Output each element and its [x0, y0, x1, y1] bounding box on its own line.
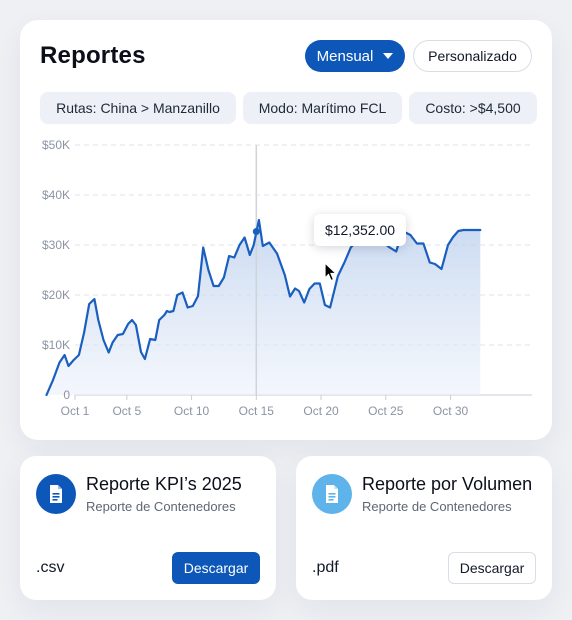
- x-tick-label: Oct 25: [368, 404, 404, 418]
- y-tick-label: 0: [63, 388, 70, 402]
- x-tick-label: Oct 20: [303, 404, 339, 418]
- period-dropdown[interactable]: Mensual: [305, 40, 405, 72]
- y-tick-label: $40K: [42, 188, 70, 202]
- report-subtitle: Reporte de Contenedores: [86, 499, 236, 514]
- x-tick-label: Oct 15: [239, 404, 275, 418]
- report-subtitle: Reporte de Contenedores: [362, 499, 512, 514]
- report-title: Reporte KPI’s 2025: [86, 474, 242, 494]
- y-tick-label: $50K: [42, 138, 70, 152]
- reports-panel: Reportes Mensual Personalizado Rutas: Ch…: [20, 20, 552, 440]
- report-format: .pdf: [312, 559, 339, 576]
- report-card-kpi[interactable]: Reporte KPI’s 2025 Reporte de Contenedor…: [20, 456, 276, 600]
- filter-chip-route[interactable]: Rutas: China > Manzanillo: [40, 92, 236, 124]
- filter-chip-mode[interactable]: Modo: Marítimo FCL: [243, 92, 402, 124]
- download-button[interactable]: Descargar: [448, 552, 536, 584]
- page-title: Reportes: [40, 42, 146, 69]
- y-tick-label: $30K: [42, 238, 70, 252]
- report-title: Reporte por Volumen: [362, 474, 533, 494]
- chart-tooltip: $12,352.00: [314, 214, 406, 246]
- hover-point[interactable]: [252, 228, 260, 235]
- mouse-pointer-icon: [324, 262, 338, 282]
- report-format: .csv: [36, 559, 65, 576]
- cost-area-chart: 0 $10K $20K $30K $40K $50K Oct 1 Oct 5 Oct 10 Oct…: [42, 138, 532, 418]
- document-icon: [312, 474, 352, 514]
- custom-range-button[interactable]: Personalizado: [413, 40, 532, 72]
- download-button[interactable]: Descargar: [172, 552, 260, 584]
- y-tick-label: $10K: [42, 338, 70, 352]
- document-icon: [36, 474, 76, 514]
- report-card-volume[interactable]: Reporte por Volumen Reporte de Contenedo…: [296, 456, 552, 600]
- x-tick-label: Oct 30: [433, 404, 469, 418]
- period-dropdown-label: Mensual: [316, 47, 374, 65]
- caret-down-icon: [383, 53, 394, 59]
- x-tick-label: Oct 10: [174, 404, 210, 418]
- x-tick-label: Oct 5: [112, 404, 141, 418]
- x-tick-label: Oct 1: [61, 404, 90, 418]
- series-area: [46, 220, 481, 395]
- y-tick-label: $20K: [42, 288, 70, 302]
- filter-chip-cost[interactable]: Costo: >$4,500: [409, 92, 537, 124]
